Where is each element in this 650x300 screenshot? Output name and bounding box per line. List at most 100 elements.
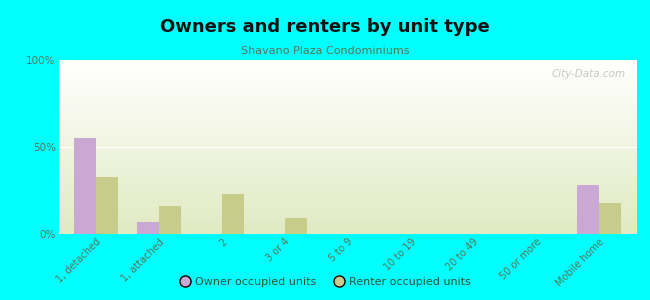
Bar	[137, 222, 159, 234]
Bar	[58, 115, 637, 116]
Bar	[58, 161, 637, 162]
Bar	[58, 196, 637, 197]
Bar	[58, 62, 637, 63]
Bar	[58, 123, 637, 124]
Bar	[58, 88, 637, 89]
Bar	[58, 155, 637, 156]
Bar	[58, 130, 637, 131]
Bar	[58, 89, 637, 90]
Bar	[58, 152, 637, 153]
Bar	[58, 232, 637, 233]
Bar	[58, 207, 637, 208]
Bar	[58, 188, 637, 189]
Bar	[58, 154, 637, 155]
Bar	[58, 215, 637, 216]
Bar	[577, 185, 599, 234]
Bar	[58, 100, 637, 101]
Bar	[58, 157, 637, 158]
Bar	[58, 75, 637, 76]
Bar	[58, 175, 637, 176]
Bar	[58, 86, 637, 87]
Bar	[58, 137, 637, 138]
Bar	[58, 91, 637, 92]
Bar	[58, 222, 637, 223]
Bar	[58, 217, 637, 218]
Bar	[58, 125, 637, 126]
Bar	[58, 214, 637, 215]
Bar	[58, 143, 637, 144]
Bar	[58, 60, 637, 61]
Bar	[58, 204, 637, 205]
Bar	[58, 66, 637, 67]
Legend: Owner occupied units, Renter occupied units: Owner occupied units, Renter occupied un…	[175, 272, 475, 291]
Bar	[58, 186, 637, 187]
Bar	[58, 112, 637, 113]
Bar	[58, 68, 637, 69]
Bar	[58, 182, 637, 183]
Bar	[58, 141, 637, 142]
Bar	[58, 101, 637, 102]
Bar	[58, 163, 637, 164]
Bar	[58, 99, 637, 100]
Bar	[58, 63, 637, 64]
Bar	[58, 148, 637, 149]
Bar	[58, 146, 637, 147]
Bar	[58, 178, 637, 179]
Bar	[74, 138, 96, 234]
Bar	[58, 159, 637, 160]
Bar	[58, 122, 637, 123]
Bar	[58, 227, 637, 228]
Bar	[58, 200, 637, 201]
Bar	[58, 131, 637, 132]
Bar	[58, 109, 637, 110]
Bar	[58, 138, 637, 139]
Bar	[96, 177, 118, 234]
Text: Shavano Plaza Condominiums: Shavano Plaza Condominiums	[240, 46, 410, 56]
Bar	[58, 180, 637, 181]
Bar	[58, 61, 637, 62]
Bar	[58, 224, 637, 225]
Bar	[58, 64, 637, 65]
Bar	[58, 87, 637, 88]
Bar	[58, 205, 637, 206]
Bar	[58, 85, 637, 86]
Bar	[58, 74, 637, 75]
Bar	[58, 111, 637, 112]
Bar	[58, 208, 637, 209]
Bar	[58, 171, 637, 172]
Bar	[58, 211, 637, 212]
Bar	[58, 140, 637, 141]
Bar	[58, 158, 637, 159]
Bar	[58, 117, 637, 118]
Bar	[58, 69, 637, 70]
Bar	[58, 70, 637, 71]
Bar	[58, 153, 637, 154]
Bar	[58, 83, 637, 84]
Bar	[58, 206, 637, 207]
Bar	[58, 98, 637, 99]
Bar	[58, 164, 637, 165]
Bar	[58, 162, 637, 163]
Bar	[58, 197, 637, 198]
Bar	[58, 160, 637, 161]
Bar	[58, 177, 637, 178]
Bar	[58, 80, 637, 81]
Bar	[58, 81, 637, 82]
Bar	[58, 151, 637, 152]
Bar	[58, 95, 637, 96]
Bar	[58, 189, 637, 190]
Bar	[58, 107, 637, 108]
Bar	[58, 77, 637, 78]
Bar	[58, 134, 637, 135]
Bar	[58, 203, 637, 204]
Bar	[58, 118, 637, 119]
Bar	[58, 132, 637, 133]
Bar	[58, 147, 637, 148]
Bar	[58, 110, 637, 111]
Bar	[285, 218, 307, 234]
Bar	[58, 129, 637, 130]
Bar	[58, 194, 637, 195]
Bar	[58, 84, 637, 85]
Bar	[58, 139, 637, 140]
Bar	[58, 96, 637, 97]
